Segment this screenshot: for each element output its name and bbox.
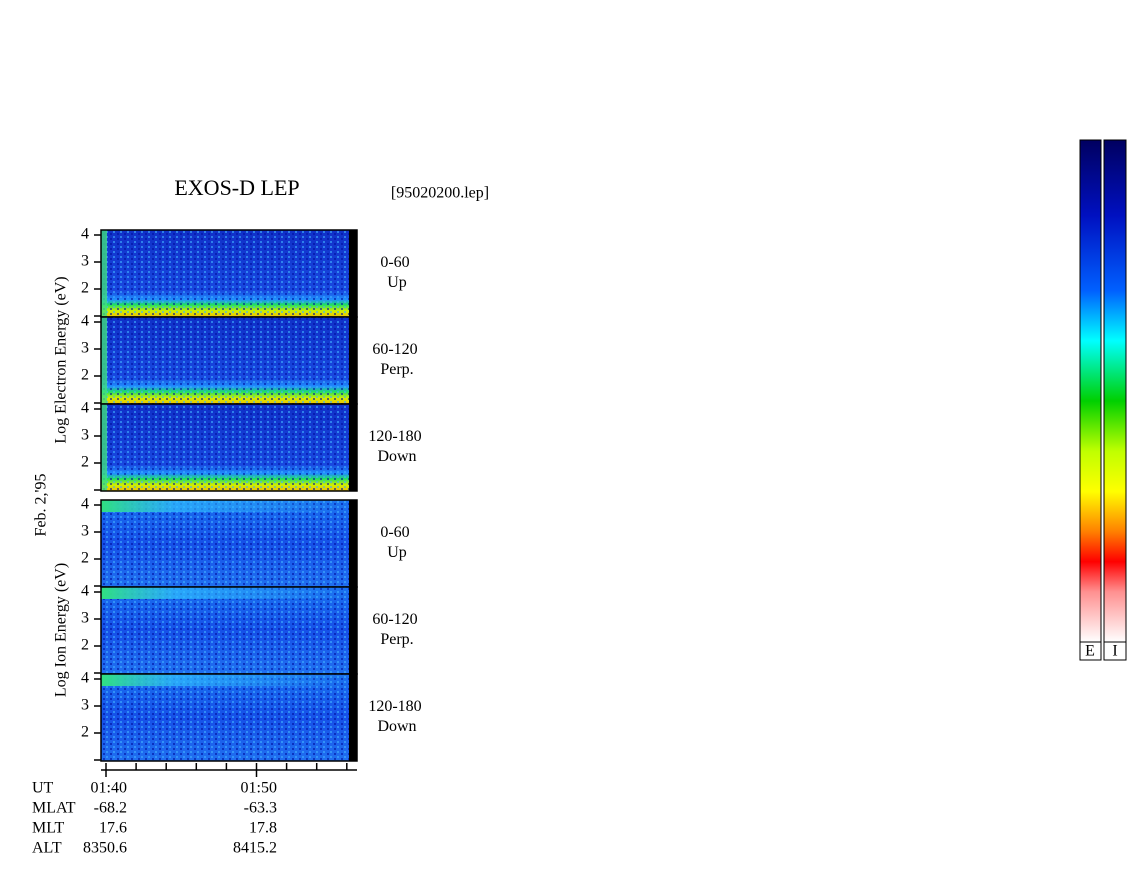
title: EXOS-D LEP [174,175,299,200]
angle-label: 60-120 [372,611,417,628]
direction-label: Up [387,274,407,291]
direction-label: Perp. [380,631,413,648]
data-gap [349,587,357,674]
y-tick-label: 3 [81,253,89,270]
spectrogram-edge [101,317,107,404]
angle-label: 0-60 [380,524,409,541]
y-tick-label: 4 [81,313,89,330]
data-gap [349,404,357,491]
spectrogram-edge [101,230,107,317]
angle-label: 60-120 [372,341,417,358]
y-tick-label: 2 [81,280,89,297]
angle-label: 0-60 [380,254,409,271]
colorbar-label: E [1085,643,1095,660]
time-axis-value: -63.3 [244,800,277,817]
y-tick-label: 3 [81,523,89,540]
direction-label: Perp. [380,361,413,378]
spectrogram-noise [101,587,349,674]
angle-label: 120-180 [368,428,421,445]
spectrogram-noise [101,674,349,761]
row-label: ALT [32,840,62,857]
time-axis-value: 17.6 [99,820,127,837]
spectrogram-band [101,500,349,512]
colorbar-label: I [1112,643,1117,660]
y-tick-label: 2 [81,454,89,471]
data-gap [349,230,357,317]
y-tick-label: 2 [81,637,89,654]
spectrogram-band [101,674,349,686]
y-tick-label: 4 [81,670,89,687]
date: Feb. 2,'95 [33,474,50,537]
row-label: UT [32,780,54,797]
y-tick-label: 4 [81,226,89,243]
y-tick-label: 3 [81,427,89,444]
direction-label: Up [387,544,407,561]
electron-axis-label: Log Electron Energy (eV) [53,276,70,443]
file-name: [95020200.lep] [391,185,489,202]
y-tick-label: 2 [81,724,89,741]
panel-frame [100,403,358,492]
y-tick-label: 3 [81,340,89,357]
row-label: MLT [32,820,65,837]
y-tick-label: 4 [81,583,89,600]
row-label: MLAT [32,800,76,817]
spectrogram-noise [101,317,349,404]
y-tick-label: 3 [81,697,89,714]
spectrogram-noise [101,230,349,317]
angle-label: 120-180 [368,698,421,715]
y-tick-label: 3 [81,610,89,627]
spectrogram-noise [101,500,349,587]
data-gap [349,674,357,761]
spectrogram-edge [101,404,107,491]
colorbar-electron [1079,139,1102,643]
y-tick-label: 4 [81,496,89,513]
direction-label: Down [377,718,416,735]
y-tick-label: 2 [81,367,89,384]
colorbar-ion [1103,139,1127,643]
time-axis-value: -68.2 [94,800,127,817]
time-axis-value: 01:50 [241,780,277,797]
time-axis-value: 17.8 [249,820,277,837]
time-axis-value: 8415.2 [233,840,277,857]
spectrogram-band [101,587,349,599]
data-gap [349,317,357,404]
y-tick-label: 4 [81,400,89,417]
spectrogram-noise [101,404,349,491]
time-axis-value: 01:40 [91,780,127,797]
colorbar-label-box [1079,641,1102,661]
data-gap [349,500,357,587]
direction-label: Down [377,448,416,465]
panel-frame [100,673,358,762]
time-axis-value: 8350.6 [83,840,127,857]
y-tick-label: 2 [81,550,89,567]
ion-axis-label: Log Ion Energy (eV) [53,563,70,697]
colorbar-label-box [1103,641,1127,661]
